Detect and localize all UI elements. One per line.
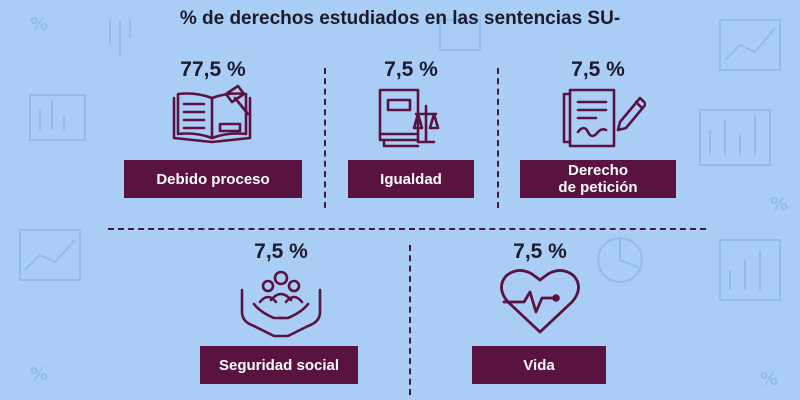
document-pen-icon bbox=[562, 88, 646, 148]
svg-text:%: % bbox=[30, 364, 48, 385]
right-label: Debido proceso bbox=[124, 160, 302, 198]
divider bbox=[497, 68, 499, 208]
percent-value: 7,5 % bbox=[571, 58, 625, 81]
svg-text:%: % bbox=[770, 194, 788, 215]
divider bbox=[324, 68, 326, 208]
right-label: Vida bbox=[472, 346, 606, 384]
right-label: Igualdad bbox=[348, 160, 474, 198]
divider bbox=[409, 245, 411, 395]
right-label: Derecho de petición bbox=[520, 160, 676, 198]
page-title: % de derechos estudiados en las sentenci… bbox=[179, 8, 621, 29]
hands-people-icon bbox=[240, 270, 322, 338]
svg-text:%: % bbox=[760, 369, 778, 390]
book-scales-icon bbox=[378, 88, 440, 148]
heart-pulse-icon bbox=[500, 269, 580, 334]
percent-value: 7,5 % bbox=[513, 240, 567, 263]
percent-value: 77,5 % bbox=[180, 58, 246, 81]
svg-text:%: % bbox=[30, 14, 48, 35]
divider bbox=[108, 228, 706, 230]
right-label: Seguridad social bbox=[200, 346, 358, 384]
percent-value: 7,5 % bbox=[254, 240, 308, 263]
percent-value: 7,5 % bbox=[384, 58, 438, 81]
law-book-gavel-icon bbox=[172, 84, 252, 144]
